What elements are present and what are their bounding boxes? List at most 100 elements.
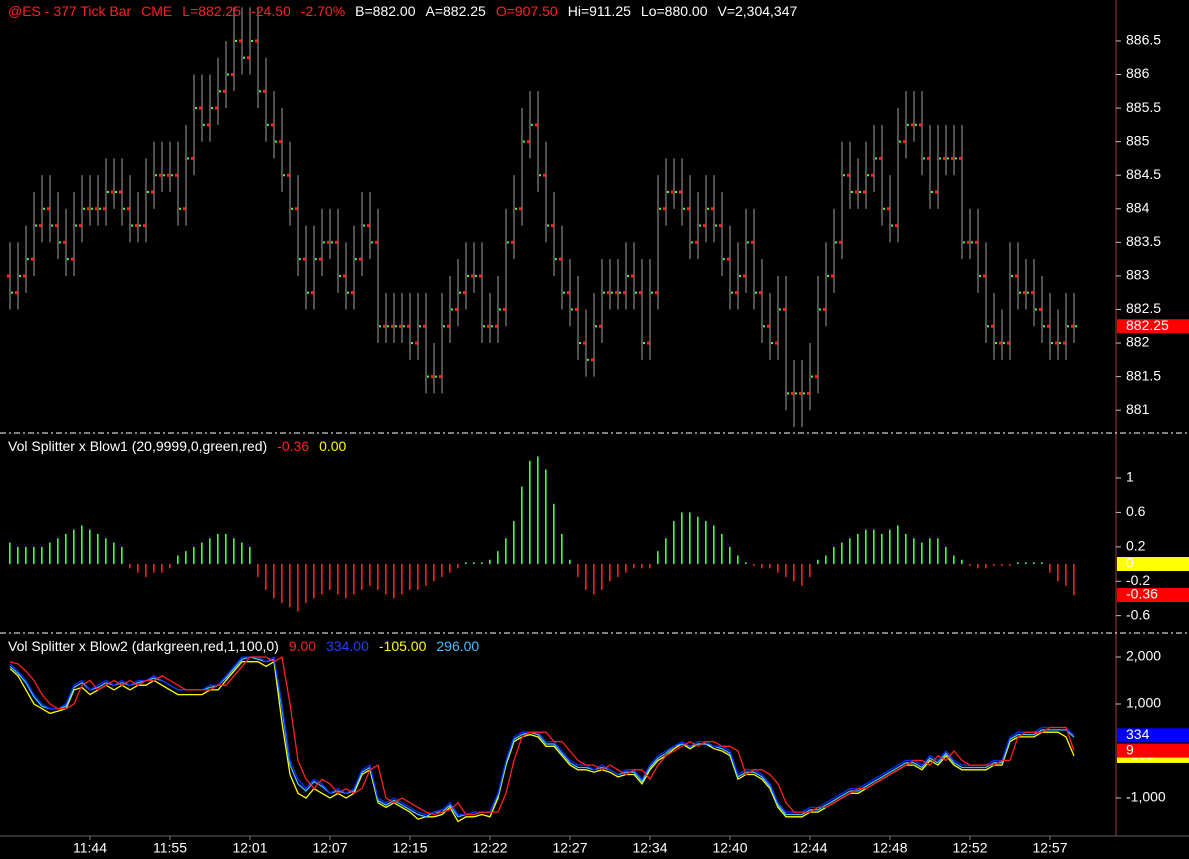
histogram-bar — [705, 521, 707, 565]
bar-open — [1039, 307, 1042, 311]
bar-open — [615, 291, 618, 295]
bar-open — [855, 190, 858, 194]
bar-close — [707, 207, 709, 210]
bar-close — [563, 291, 565, 294]
bar-open — [783, 307, 786, 311]
bar-open — [431, 375, 434, 379]
histogram-bar — [289, 564, 291, 608]
header-item: Vol Splitter x Blow2 (darkgreen,red,1,10… — [8, 638, 279, 654]
bar-close — [659, 207, 661, 210]
bar-open — [1055, 341, 1058, 345]
header-item: -24.50 — [251, 3, 291, 19]
bar-open — [847, 173, 850, 177]
panel-header: Vol Splitter x Blow1 (20,9999,0,green,re… — [8, 438, 347, 454]
histogram-bar — [681, 512, 683, 565]
bar-open — [743, 274, 746, 278]
histogram-bar — [697, 516, 699, 565]
bar-close — [747, 241, 749, 244]
bar-open — [39, 224, 42, 228]
bar-close — [971, 241, 973, 244]
bar-open — [919, 123, 922, 127]
bar-open — [1023, 291, 1026, 295]
bar-open — [399, 324, 402, 328]
bar-close — [643, 342, 645, 345]
series-line — [9, 655, 1075, 816]
histogram-bar — [1001, 564, 1003, 566]
histogram-bar — [713, 525, 715, 565]
bar-open — [1071, 324, 1074, 328]
bar-close — [491, 325, 493, 328]
bar-close — [715, 224, 717, 227]
histogram-bar — [169, 564, 171, 569]
histogram-bar — [41, 546, 43, 565]
bar-close — [755, 291, 757, 294]
bar-open — [239, 39, 242, 43]
histogram-bar — [817, 559, 819, 565]
bar-close — [1059, 342, 1061, 345]
bar-open — [1063, 341, 1066, 345]
bar-close — [979, 274, 981, 277]
bar-close — [899, 140, 901, 143]
bar-close — [819, 308, 821, 311]
histogram-bar — [921, 542, 923, 565]
bar-open — [991, 324, 994, 328]
bar-open — [351, 291, 354, 295]
bar-open — [943, 156, 946, 160]
bar-open — [223, 89, 226, 93]
bar-close — [347, 291, 349, 294]
bar-open — [895, 224, 898, 228]
histogram-bar — [737, 555, 739, 565]
bar-open — [319, 257, 322, 261]
bar-close — [403, 325, 405, 328]
bar-open — [1015, 274, 1018, 278]
y-tick-label: 883 — [1126, 267, 1150, 283]
y-tick-label: -1,000 — [1126, 789, 1166, 805]
bar-open — [535, 123, 538, 127]
bar-close — [83, 207, 85, 210]
bar-open — [7, 274, 10, 278]
bar-open — [167, 173, 170, 177]
bar-open — [799, 391, 802, 395]
x-tick-label: 11:44 — [73, 840, 107, 856]
bar-close — [771, 342, 773, 345]
bar-open — [695, 240, 698, 244]
bar-close — [891, 224, 893, 227]
histogram-bar — [345, 564, 347, 599]
bar-open — [367, 224, 370, 228]
bar-open — [703, 224, 706, 228]
bar-close — [603, 291, 605, 294]
bar-close — [651, 291, 653, 294]
bar-open — [23, 274, 26, 278]
last-value-label: 0 — [1126, 555, 1134, 571]
last-value-box — [1117, 588, 1189, 603]
bar-open — [655, 291, 658, 295]
bar-close — [467, 274, 469, 277]
histogram-bar — [465, 562, 467, 565]
histogram-bar — [729, 546, 731, 565]
bar-close — [907, 123, 909, 126]
histogram-bar — [57, 538, 59, 565]
histogram-bar — [121, 546, 123, 565]
panel-header: Vol Splitter x Blow2 (darkgreen,red,1,10… — [8, 638, 479, 654]
y-tick-label: -0.2 — [1126, 572, 1150, 588]
bar-open — [519, 207, 522, 211]
header-item: -2.70% — [301, 3, 345, 19]
bar-open — [135, 224, 138, 228]
bar-close — [379, 325, 381, 328]
histogram-bar — [193, 546, 195, 565]
histogram-bar — [537, 456, 539, 565]
histogram-bar — [577, 564, 579, 577]
bar-close — [315, 258, 317, 261]
bar-close — [779, 308, 781, 311]
bar-close — [355, 258, 357, 261]
bar-close — [299, 258, 301, 261]
bar-close — [67, 258, 69, 261]
x-tick-label: 12:52 — [952, 840, 987, 856]
bar-open — [567, 291, 570, 295]
y-tick-label: 1,000 — [1126, 695, 1161, 711]
histogram-bar — [1033, 562, 1035, 565]
last-value-label: 9 — [1126, 741, 1134, 757]
last-value-label: 882.25 — [1126, 317, 1169, 333]
